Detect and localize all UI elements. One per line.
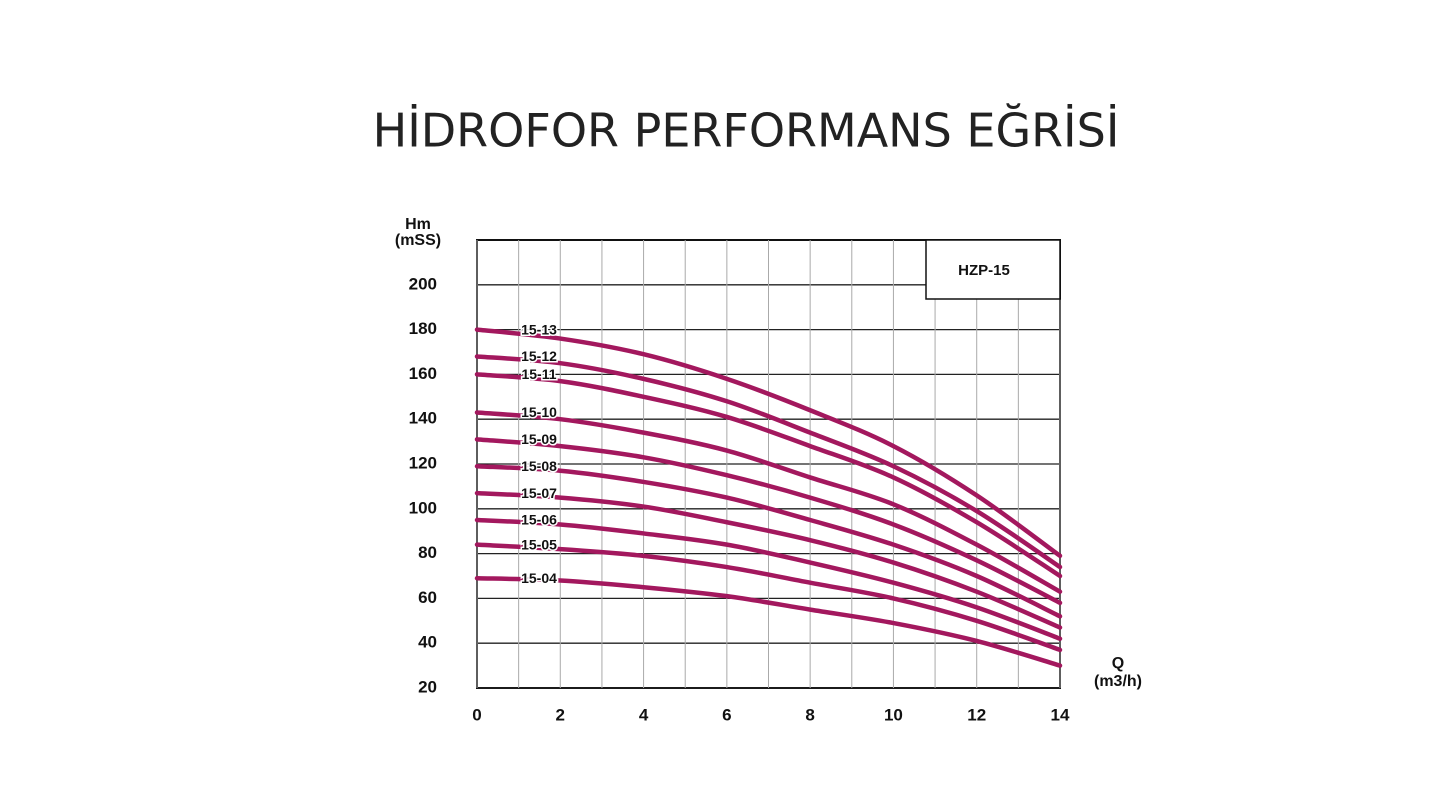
curve (474, 437, 1063, 606)
annotation-box (925, 239, 1061, 300)
curve-label: 15-05 (521, 536, 557, 552)
curve (474, 354, 1063, 570)
y-tick-label: 100 (409, 498, 437, 517)
x-tick-label: 10 (884, 705, 903, 724)
curve (474, 517, 1063, 641)
curve-label: 15-07 (521, 485, 557, 501)
curve-label: 15-13 (521, 321, 557, 337)
curve-label: 15-09 (521, 431, 557, 447)
curve (474, 372, 1063, 579)
x-tick-label: 0 (472, 705, 481, 724)
y-tick-label: 80 (418, 543, 437, 562)
x-tick-label: 8 (805, 705, 814, 724)
y-tick-label: 180 (409, 319, 437, 338)
y-tick-label: 20 (418, 677, 437, 696)
curve-label: 15-11 (521, 366, 556, 382)
curve-label: 15-12 (521, 348, 557, 364)
curve-label: 15-04 (521, 570, 557, 586)
x-axis-label: Q (1112, 655, 1124, 672)
annotation: HZP-15 (958, 262, 1010, 279)
curve (474, 542, 1063, 653)
curve-label: 15-06 (521, 512, 557, 528)
curve (474, 410, 1063, 594)
x-axis-label: (m3/h) (1094, 673, 1142, 690)
curve (474, 463, 1063, 619)
x-tick-label: 2 (556, 705, 565, 724)
curve (474, 575, 1063, 668)
y-tick-label: 60 (418, 588, 437, 607)
x-tick-label: 14 (1051, 705, 1070, 724)
y-axis-label: (mSS) (395, 232, 441, 249)
x-tick-label: 12 (967, 705, 986, 724)
y-tick-label: 160 (409, 364, 437, 383)
y-tick-label: 140 (409, 409, 437, 428)
y-tick-label: 120 (409, 453, 437, 472)
y-tick-label: 40 (418, 633, 437, 652)
curve (474, 490, 1063, 630)
curve (474, 327, 1063, 559)
curve-label: 15-10 (521, 404, 557, 420)
curve-label: 15-08 (521, 458, 557, 474)
x-tick-label: 4 (639, 705, 649, 724)
chart-title: HİDROFOR PERFORMANS EĞRİSİ (373, 103, 1120, 158)
y-axis-label: Hm (405, 216, 431, 233)
y-tick-label: 200 (409, 274, 437, 293)
x-tick-label: 6 (722, 705, 731, 724)
